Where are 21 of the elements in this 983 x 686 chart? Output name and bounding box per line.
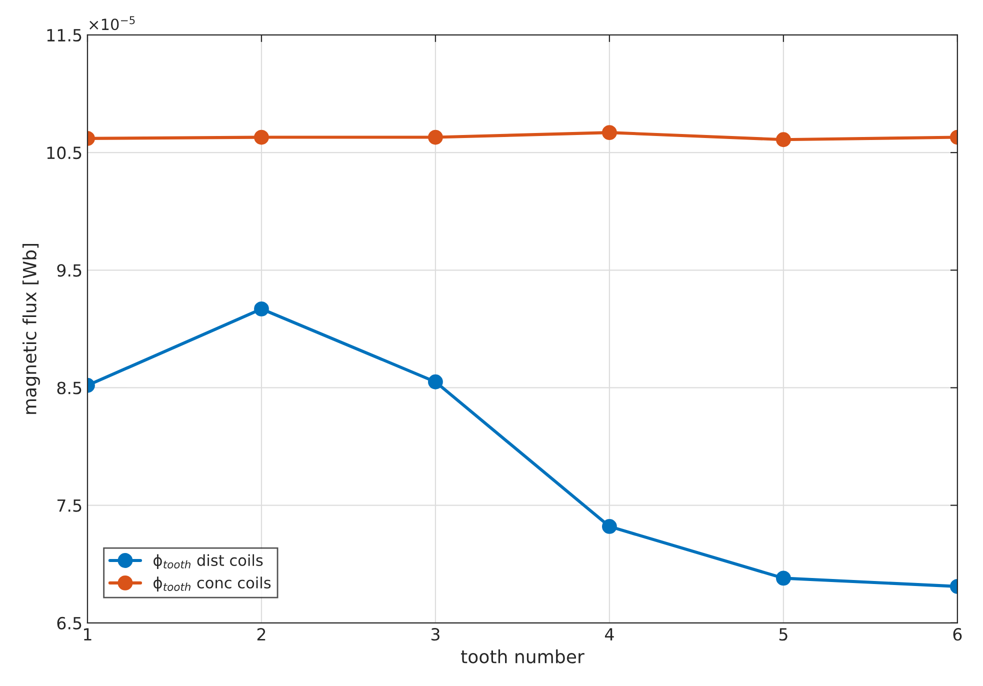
y-axis-title: magnetic flux [Wb] xyxy=(22,244,40,414)
x-tick-label: 3 xyxy=(431,628,440,641)
y-tick-label: 6.5 xyxy=(57,616,82,630)
x-tick-label: 6 xyxy=(953,628,962,641)
x-axis-title: tooth number xyxy=(461,649,584,664)
x-tick-label: 2 xyxy=(257,628,266,640)
y-tick-label: 7.5 xyxy=(57,499,82,512)
y-tick-label: 9.5 xyxy=(57,264,82,277)
x-tick-label: 4 xyxy=(604,628,614,640)
point xyxy=(428,374,443,390)
text: ×10$^{−5}$ xyxy=(90,16,135,30)
point xyxy=(428,130,443,145)
legend-label: ϕ$_{tooth}$ dist coils xyxy=(154,554,263,570)
point xyxy=(602,125,617,140)
x-tick-label: 5 xyxy=(779,628,788,641)
y-tick-label: 11.5 xyxy=(47,29,82,42)
x-tick-label: 1 xyxy=(84,628,92,640)
y-tick-label: 8.5 xyxy=(57,382,82,394)
y-tick-label: 10.5 xyxy=(47,146,82,160)
point xyxy=(602,519,617,534)
legend-label: ϕ$_{tooth}$ conc coils xyxy=(154,576,271,592)
